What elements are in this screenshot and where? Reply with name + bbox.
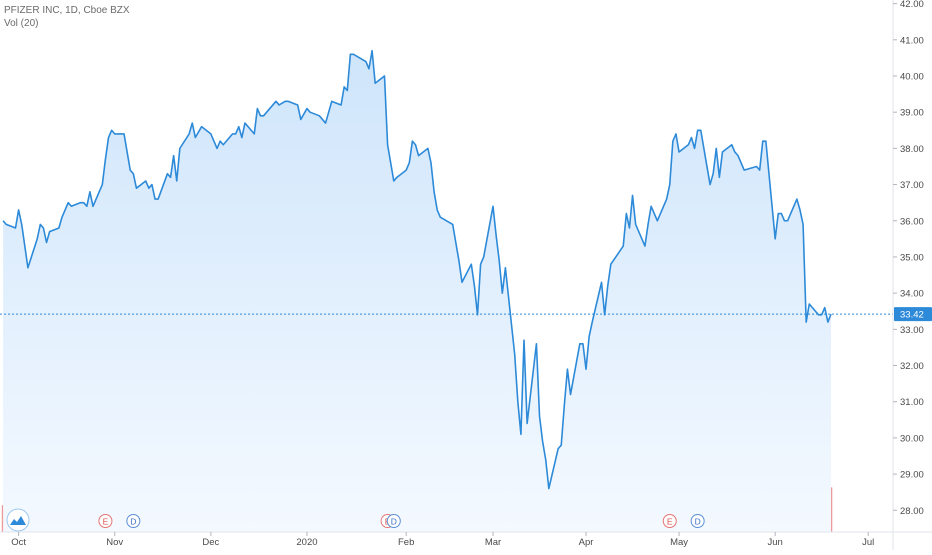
y-tick-label: 35.00 bbox=[900, 252, 924, 263]
y-tick-label: 36.00 bbox=[900, 216, 924, 227]
x-tick-label: 2020 bbox=[296, 537, 317, 548]
event-marker-circle bbox=[690, 514, 705, 528]
x-tick-label: Dec bbox=[202, 537, 219, 548]
y-tick-label: 38.00 bbox=[900, 144, 924, 155]
event-markers: EDEDED bbox=[98, 514, 705, 528]
volume-legend: Vol (20) bbox=[4, 18, 39, 29]
event-marker-circle bbox=[662, 514, 677, 528]
last-price-badge bbox=[894, 307, 932, 322]
y-tick-label: 42.00 bbox=[900, 0, 924, 10]
y-tick-label: 28.00 bbox=[900, 506, 924, 517]
x-tick-label: Feb bbox=[398, 537, 414, 548]
last-price-label: 33.42 bbox=[900, 310, 924, 321]
x-tick-label: Jul bbox=[862, 537, 874, 548]
y-tick-label: 41.00 bbox=[900, 35, 924, 46]
x-tick-label: Oct bbox=[11, 537, 26, 548]
event-marker-circle bbox=[386, 514, 401, 528]
x-tick-label: May bbox=[670, 537, 688, 548]
chart-legend: PFIZER INC, 1D, Cboe BZX Vol (20) bbox=[4, 4, 130, 30]
y-tick-label: 31.00 bbox=[900, 397, 924, 408]
event-marker-circle bbox=[126, 514, 141, 528]
x-tick-label: Mar bbox=[485, 537, 501, 548]
earnings-marker[interactable]: E bbox=[98, 514, 113, 528]
price-area-fill bbox=[3, 50, 831, 533]
dividend-marker[interactable]: D bbox=[690, 514, 705, 528]
event-marker-label: D bbox=[130, 517, 136, 527]
y-tick-label: 32.00 bbox=[900, 361, 924, 372]
x-tick-label: Apr bbox=[579, 537, 594, 548]
event-marker-circle bbox=[98, 514, 113, 528]
y-tick-label: 29.00 bbox=[900, 470, 924, 481]
y-tick-label: 40.00 bbox=[900, 72, 924, 83]
dividend-marker[interactable]: D bbox=[386, 514, 401, 528]
y-tick-label: 37.00 bbox=[900, 180, 924, 191]
x-tick-label: Nov bbox=[106, 537, 123, 548]
symbol-title: PFIZER INC, 1D, Cboe BZX bbox=[4, 5, 130, 16]
earnings-marker[interactable]: E bbox=[662, 514, 677, 528]
price-line[interactable] bbox=[2, 49, 832, 490]
y-tick-label: 33.00 bbox=[900, 325, 924, 336]
dividend-marker[interactable]: D bbox=[126, 514, 141, 528]
tradingview-logo-icon[interactable] bbox=[6, 508, 30, 532]
x-tick-label: Jun bbox=[768, 537, 783, 548]
event-marker-label: E bbox=[103, 517, 109, 527]
event-marker-label: E bbox=[667, 517, 673, 527]
y-tick-label: 34.00 bbox=[900, 289, 924, 300]
event-marker-label: D bbox=[695, 517, 701, 527]
event-marker-label: D bbox=[391, 517, 397, 527]
y-tick-label: 30.00 bbox=[900, 433, 924, 444]
y-tick-label: 39.00 bbox=[900, 108, 924, 119]
